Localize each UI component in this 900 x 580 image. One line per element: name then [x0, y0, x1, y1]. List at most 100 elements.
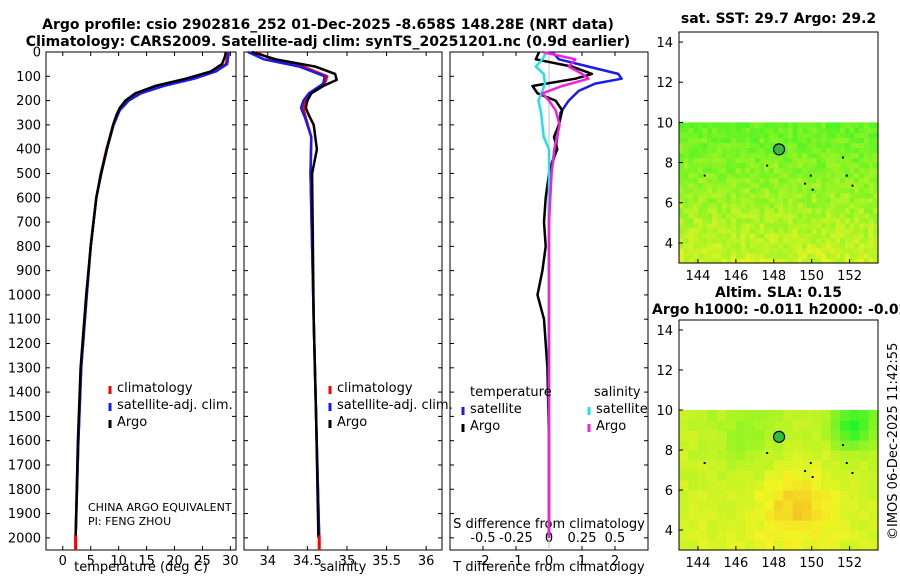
- heatmap-cell: [849, 410, 860, 421]
- heatmap-cell: [868, 222, 874, 229]
- legend-label: Argo: [596, 419, 626, 434]
- heatmap-cell: [849, 137, 855, 144]
- heatmap-cell: [797, 232, 803, 239]
- x2-tick-label: -0.25: [499, 531, 533, 546]
- coast-dot: [811, 188, 814, 191]
- heatmap-cell: [726, 152, 732, 159]
- heatmap-cell: [759, 202, 765, 209]
- heatmap-cell: [759, 157, 765, 164]
- heatmap-cell: [712, 222, 718, 229]
- heatmap-cell: [764, 187, 770, 194]
- heatmap-cell: [811, 530, 822, 541]
- plot-frame: [243, 51, 443, 551]
- heatmap-cell: [825, 177, 832, 184]
- heatmap-cell: [764, 142, 770, 149]
- heatmap-cell: [731, 182, 737, 189]
- heatmap-cell: [806, 237, 813, 244]
- heatmap-cell: [764, 192, 770, 199]
- heatmap-cell: [735, 187, 742, 194]
- heatmap-cell: [707, 132, 713, 138]
- heatmap-cell: [802, 127, 808, 133]
- x-tick-label: 150: [799, 556, 824, 571]
- heatmap-cell: [840, 440, 851, 451]
- y-tick-label: 14: [656, 324, 673, 339]
- y-tick-label: 1800: [8, 483, 41, 498]
- x-tick-label: 34: [259, 554, 276, 569]
- heatmap-cell: [840, 500, 851, 511]
- heatmap-cell: [859, 187, 865, 194]
- heatmap-cell: [821, 490, 832, 501]
- heatmap-cell: [835, 127, 841, 133]
- heatmap-cell: [745, 440, 756, 451]
- heatmap-cell: [816, 217, 822, 224]
- heatmap-cell: [726, 530, 737, 541]
- heatmap-cell: [816, 232, 822, 239]
- heatmap-cell: [830, 192, 836, 199]
- heatmap-cell: [783, 242, 789, 249]
- heatmap-cell: [811, 132, 817, 138]
- heatmap-cell: [797, 142, 803, 149]
- heatmap-cell: [811, 540, 822, 551]
- heatmap-cell: [816, 187, 822, 194]
- heatmap-cell: [679, 122, 685, 128]
- heatmap-cell: [825, 127, 832, 133]
- heatmap-cell: [802, 480, 813, 491]
- heatmap-cell: [731, 167, 737, 174]
- heatmap-cell: [806, 177, 813, 184]
- heatmap-cell: [797, 127, 803, 133]
- heatmap-cell: [816, 253, 822, 259]
- heatmap-cell: [792, 217, 798, 224]
- heatmap-cell: [821, 430, 832, 441]
- heatmap-cell: [698, 187, 704, 194]
- heatmap-cell: [754, 202, 761, 209]
- heatmap-cell: [735, 258, 742, 264]
- heatmap-cell: [778, 242, 784, 249]
- heatmap-cell: [821, 440, 832, 451]
- heatmap-cell: [712, 167, 718, 174]
- map-subtitle: Argo h1000: -0.011 h2000: -0.029: [652, 302, 900, 318]
- heatmap-cell: [849, 187, 855, 194]
- heatmap-cell: [802, 122, 808, 128]
- heatmap-cell: [825, 217, 832, 224]
- heatmap-cell: [821, 207, 827, 214]
- heatmap-cell: [707, 540, 718, 551]
- heatmap-cell: [811, 152, 817, 159]
- heatmap-cell: [698, 132, 704, 138]
- heatmap-cell: [707, 450, 718, 461]
- heatmap-cell: [802, 237, 808, 244]
- heatmap-cell: [712, 227, 718, 234]
- heatmap-cell: [778, 162, 784, 169]
- heatmap-cell: [731, 127, 737, 133]
- heatmap-cell: [825, 247, 832, 254]
- heatmap-cell: [811, 182, 817, 189]
- heatmap-cell: [769, 167, 775, 174]
- heatmap-cell: [788, 222, 794, 229]
- heatmap-cell: [693, 258, 699, 264]
- heatmap-cell: [806, 222, 813, 229]
- heatmap-cell: [783, 520, 794, 531]
- heatmap-cell: [707, 510, 718, 521]
- heatmap-cell: [707, 258, 713, 264]
- heatmap-cell: [873, 192, 879, 199]
- heatmap-cell: [712, 172, 718, 179]
- heatmap-cell: [716, 187, 723, 194]
- heatmap-cell: [679, 258, 685, 264]
- heatmap-cell: [716, 227, 723, 234]
- heatmap-cell: [731, 227, 737, 234]
- heatmap-cell: [788, 247, 794, 254]
- heatmap-cell: [693, 172, 699, 179]
- heatmap-cell: [688, 530, 699, 541]
- heatmap-cell: [740, 132, 746, 138]
- heatmap-cell: [721, 232, 727, 239]
- heatmap-cell: [764, 450, 775, 461]
- heatmap-cell: [688, 242, 694, 249]
- heatmap-cell: [849, 202, 855, 209]
- heatmap-cell: [849, 440, 860, 451]
- heatmap-cell: [769, 147, 775, 154]
- heatmap-cell: [735, 197, 742, 204]
- heatmap-cell: [792, 147, 798, 154]
- heatmap-cell: [873, 258, 879, 264]
- heatmap-cell: [821, 520, 832, 531]
- heatmap-cell: [754, 258, 761, 264]
- heatmap-cell: [868, 460, 879, 471]
